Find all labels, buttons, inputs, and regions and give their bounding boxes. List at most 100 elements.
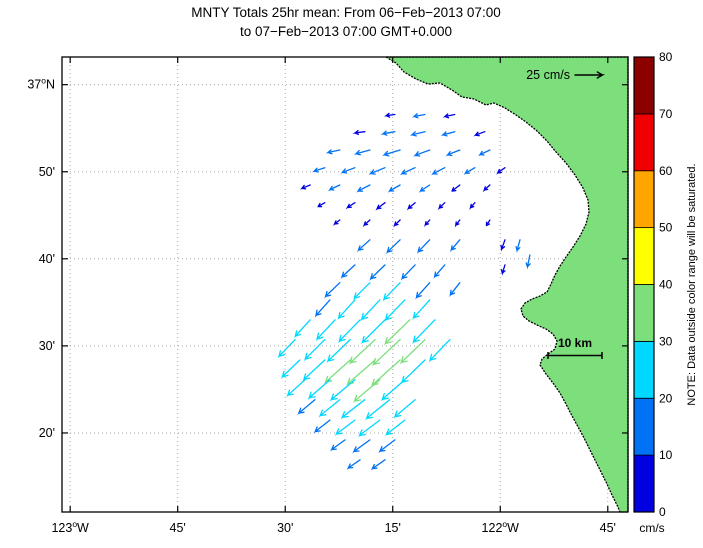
y-tick-label: 30' — [39, 339, 55, 353]
current-vector — [358, 419, 381, 438]
current-vector — [440, 131, 456, 137]
y-tick-label: 40' — [39, 252, 55, 266]
colorbar-segment — [633, 170, 655, 229]
current-vector — [277, 338, 296, 359]
current-vector — [334, 419, 356, 436]
current-vector — [393, 399, 416, 419]
current-vector — [384, 112, 396, 118]
colorbar-tick-label: 80 — [659, 50, 673, 64]
current-vector — [378, 439, 396, 454]
y-tick-label: 20' — [39, 426, 55, 440]
current-vector — [330, 439, 346, 452]
current-vector — [340, 167, 356, 174]
current-vector — [302, 359, 326, 382]
current-vector — [294, 319, 311, 339]
current-vector — [400, 167, 416, 176]
current-vector — [515, 239, 521, 253]
colorbar-segment — [633, 397, 655, 456]
current-vector — [368, 167, 386, 176]
colorbar-segment — [633, 227, 655, 285]
x-tick-label: 122oW — [482, 519, 520, 535]
current-vector — [281, 359, 301, 379]
colorbar-tick-label: 30 — [659, 334, 673, 348]
current-vector — [449, 282, 461, 298]
current-vector — [338, 319, 361, 344]
colorbar-tick-label: 70 — [659, 107, 673, 121]
x-tick-label: 15' — [385, 521, 401, 535]
current-vector — [384, 299, 406, 322]
current-vector — [380, 130, 396, 136]
current-vector — [485, 219, 491, 227]
colorbar-segment — [633, 113, 655, 172]
current-vector — [375, 202, 386, 211]
current-vector — [417, 239, 431, 254]
current-vector — [340, 399, 366, 420]
current-vector — [384, 319, 411, 346]
current-vector — [286, 379, 306, 398]
colorbar-segment — [633, 340, 655, 399]
current-vector — [348, 338, 376, 365]
current-vector — [360, 299, 381, 322]
current-vector — [451, 184, 461, 192]
current-vector — [413, 149, 431, 157]
current-vector — [369, 264, 386, 281]
current-vector — [312, 167, 326, 173]
current-vector — [400, 338, 426, 365]
current-vector — [463, 167, 476, 175]
current-vector — [313, 419, 331, 434]
current-vector — [469, 202, 476, 210]
current-vector — [361, 319, 386, 345]
current-vector — [345, 202, 356, 210]
current-vector — [478, 149, 491, 157]
current-vector — [409, 131, 426, 137]
current-vector — [325, 149, 341, 155]
current-vector — [318, 399, 341, 418]
current-vector — [297, 399, 316, 416]
current-vector — [496, 167, 506, 175]
current-vector — [352, 129, 366, 136]
current-vector — [353, 379, 381, 404]
current-vector — [424, 219, 431, 228]
current-vector — [352, 439, 371, 454]
current-vector — [307, 379, 331, 400]
current-vector — [393, 219, 401, 228]
current-vector — [473, 131, 486, 137]
current-vector — [353, 282, 371, 301]
current-vector — [525, 254, 531, 270]
current-vector — [442, 113, 456, 119]
current-vector — [445, 149, 461, 157]
current-vector — [314, 299, 331, 318]
current-vector — [385, 419, 406, 437]
current-vector — [400, 359, 426, 385]
scale-bar-label: 10 km — [558, 336, 592, 350]
current-vector — [437, 202, 446, 211]
current-vector — [326, 338, 351, 364]
current-vector — [381, 379, 406, 402]
current-vector — [411, 113, 426, 119]
current-vector — [324, 359, 351, 385]
current-vector — [337, 299, 356, 321]
figure-title-line2: to 07−Feb−2013 07:00 GMT+0.000 — [239, 24, 453, 39]
current-vector — [400, 264, 416, 281]
colorbar-unit-label: cm/s — [639, 521, 665, 535]
current-vector — [370, 459, 386, 471]
current-vector — [382, 282, 401, 302]
current-vector — [317, 202, 326, 208]
current-vector — [482, 184, 491, 193]
current-vector — [415, 282, 431, 300]
current-vector — [500, 264, 506, 276]
current-vector — [357, 239, 371, 253]
current-vector — [382, 149, 401, 157]
land-coastline — [383, 56, 629, 513]
current-vector — [406, 202, 416, 211]
current-vector — [333, 219, 341, 227]
current-vector — [386, 239, 401, 255]
x-tick-label: 123oW — [51, 519, 89, 535]
current-vector — [574, 71, 606, 79]
current-vector — [346, 359, 376, 386]
x-tick-label: 45' — [600, 521, 616, 535]
current-vector — [412, 299, 431, 321]
current-vector — [500, 239, 506, 252]
colorbar-note: NOTE: Data outside color range will be s… — [686, 163, 698, 406]
